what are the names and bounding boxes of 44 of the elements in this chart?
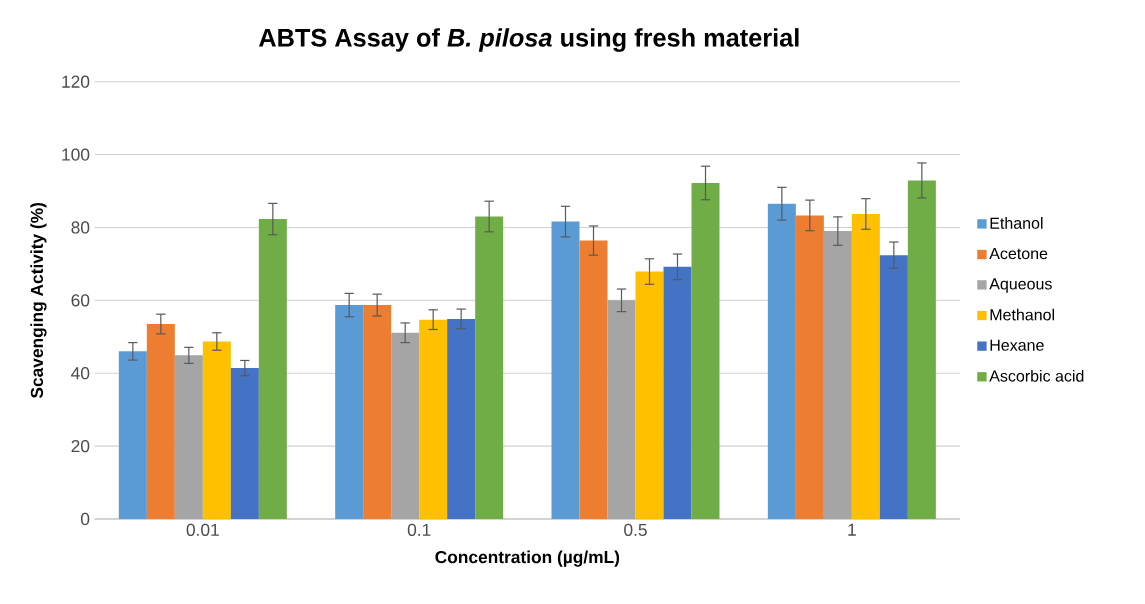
bar: [447, 318, 476, 519]
legend-label: Acetone: [989, 248, 1048, 260]
bar: [767, 203, 796, 519]
bar: [823, 231, 852, 519]
legend-label: Methanol: [990, 308, 1054, 321]
bar: [335, 305, 364, 519]
x-axis-title: Concentration (µg/mL): [435, 550, 620, 567]
bar: [635, 271, 664, 519]
bar: [230, 368, 259, 519]
y-tick-label: 60: [71, 294, 90, 307]
bar: [579, 240, 608, 519]
legend-label: Aqueous: [989, 278, 1052, 293]
x-tick-label: 0.1: [407, 523, 431, 536]
bar: [691, 182, 720, 519]
bar: [363, 305, 392, 519]
bar: [551, 221, 580, 519]
y-axis-title: Scavenging Activity (%): [30, 202, 47, 399]
bar: [391, 332, 420, 519]
legend-label: Ethanol: [990, 217, 1043, 229]
chart-title: ABTS Assay of B. pilosa using fresh material: [258, 28, 799, 52]
y-tick-label: 80: [71, 221, 90, 234]
x-tick-label: 0.5: [624, 523, 647, 536]
bar: [118, 351, 147, 519]
y-tick-label: 100: [62, 148, 90, 161]
y-tick-label: 20: [71, 439, 90, 453]
bar: [879, 255, 908, 519]
y-tick-label: 120: [62, 75, 90, 88]
bar: [146, 324, 175, 519]
bar: [795, 215, 824, 519]
bar: [419, 319, 448, 519]
bar: [663, 266, 692, 519]
x-tick-label: 0.01: [186, 523, 219, 536]
bar: [907, 180, 936, 519]
x-tick-label: 1: [848, 523, 856, 536]
bar: [607, 300, 636, 519]
bar: [475, 216, 504, 519]
legend-label: Ascorbic acid: [989, 369, 1084, 382]
legend-label: Hexane: [990, 339, 1044, 351]
bar: [174, 355, 203, 519]
bar: [258, 219, 287, 519]
y-tick-label: 0: [80, 512, 90, 526]
y-tick-label: 40: [71, 367, 90, 380]
bar: [851, 213, 880, 519]
bar: [202, 341, 231, 519]
